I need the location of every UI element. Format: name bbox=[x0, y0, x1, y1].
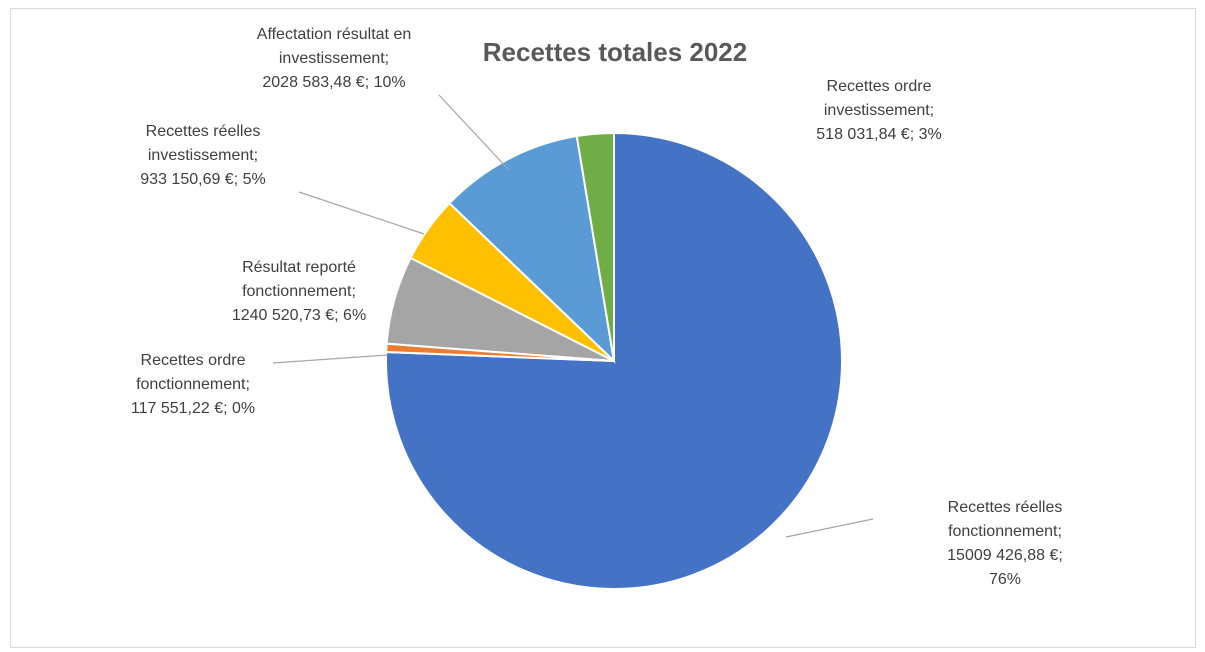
slice-label-line: investissement; bbox=[148, 147, 258, 164]
slice-label: Recettes réelles investissement; 933 150,6… bbox=[140, 123, 265, 188]
pie-chart: Recettes totales 2022 Recettes réelles fo… bbox=[131, 26, 1063, 590]
leader-line bbox=[438, 94, 509, 170]
slice-label-line: 76% bbox=[989, 571, 1021, 588]
slice-label: Résultat reporté fonctionnement; 1240 520,… bbox=[232, 259, 366, 324]
leader-lines bbox=[272, 94, 874, 538]
slice-labels: Recettes réelles fonctionnement; 15009 426… bbox=[131, 26, 1063, 588]
leader-line bbox=[785, 518, 874, 538]
slice-label: Recettes ordre investissement; 518 031,84 … bbox=[816, 78, 941, 143]
slice-label-line: 1240 520,73 €; 6% bbox=[232, 307, 366, 324]
pie-slice bbox=[575, 131, 615, 362]
pie-slices bbox=[385, 131, 843, 590]
slice-label-line: Recettes ordre bbox=[827, 78, 932, 95]
slice-label-line: 933 150,69 €; 5% bbox=[140, 171, 265, 188]
leader-line bbox=[272, 354, 388, 364]
chart-title: Recettes totales 2022 bbox=[483, 37, 747, 67]
slice-label-line: Recettes réelles bbox=[948, 499, 1063, 516]
slice-label-line: 2028 583,48 €; 10% bbox=[262, 74, 405, 91]
slice-label-line: Recettes réelles bbox=[146, 123, 261, 140]
chart-area: Recettes totales 2022 Recettes réelles fo… bbox=[10, 8, 1196, 648]
leader-line bbox=[298, 191, 425, 235]
pie-slice bbox=[448, 134, 616, 364]
slice-label-line: fonctionnement; bbox=[948, 523, 1062, 540]
slice-label-line: fonctionnement; bbox=[242, 283, 356, 300]
slice-label: Affectation résultat en investissement; 20… bbox=[257, 26, 411, 91]
slice-label: Recettes réelles fonctionnement; 15009 426… bbox=[947, 499, 1063, 588]
slice-label-line: Résultat reporté bbox=[242, 259, 356, 276]
slice-label: Recettes ordre fonctionnement; 117 551,22 … bbox=[131, 352, 255, 417]
slice-label-line: investissement; bbox=[824, 102, 934, 119]
slice-label-line: fonctionnement; bbox=[136, 376, 250, 393]
slice-label-line: 15009 426,88 €; bbox=[947, 547, 1063, 564]
slice-label-line: 518 031,84 €; 3% bbox=[816, 126, 941, 143]
slice-label-line: 117 551,22 €; 0% bbox=[131, 400, 255, 417]
slice-label-line: Affectation résultat en bbox=[257, 26, 411, 43]
slice-label-line: investissement; bbox=[279, 50, 389, 67]
slice-label-line: Recettes ordre bbox=[141, 352, 246, 369]
